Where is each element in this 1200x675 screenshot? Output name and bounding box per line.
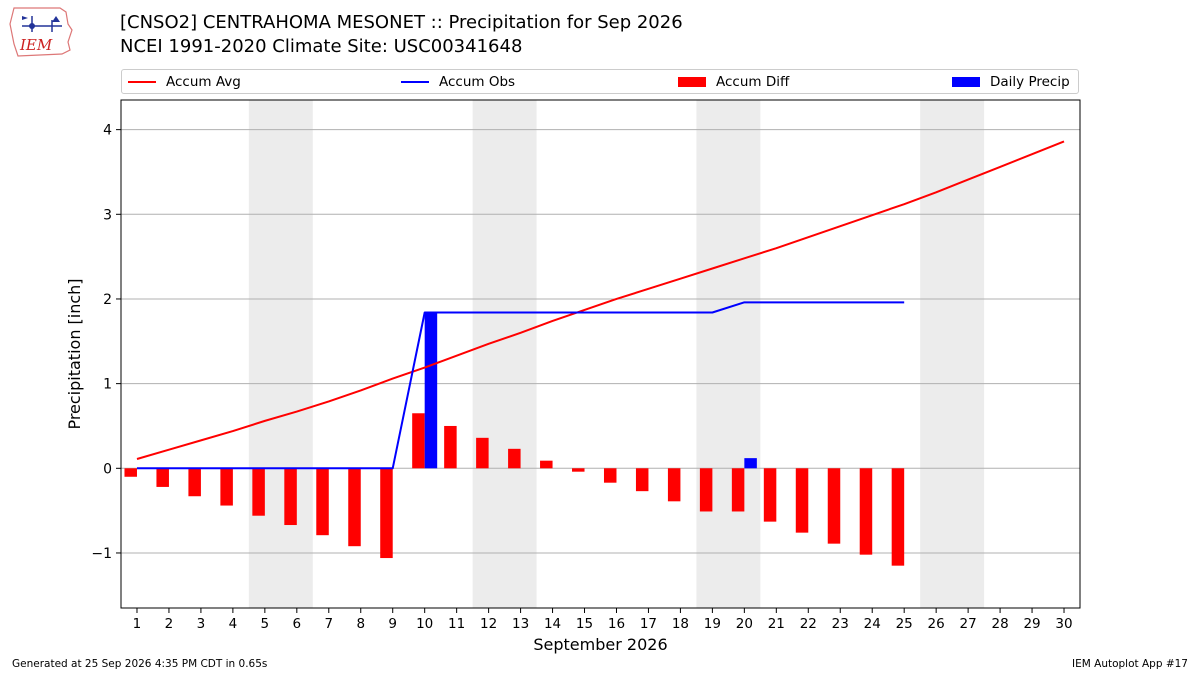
x-tick-label-18: 18 bbox=[672, 616, 689, 632]
x-tick-label-19: 19 bbox=[704, 616, 721, 632]
x-tick-label-24: 24 bbox=[864, 616, 881, 632]
logo-text: IEM bbox=[19, 36, 53, 54]
y-tick-label-3: 2 bbox=[103, 292, 112, 308]
y-tick-label-1: 0 bbox=[103, 461, 112, 477]
legend-item-daily-precip: Daily Precip bbox=[952, 74, 1070, 90]
legend-swatch-accum-diff bbox=[678, 77, 706, 87]
plot-frame bbox=[120, 99, 1081, 609]
x-tick-label-30: 30 bbox=[1055, 616, 1072, 632]
legend-item-accum-obs: Accum Obs bbox=[401, 74, 515, 90]
y-tick-label-2: 1 bbox=[103, 377, 112, 393]
diff-bar-day-11 bbox=[444, 425, 457, 469]
legend-label-accum-avg: Accum Avg bbox=[166, 74, 241, 90]
y-tick-label-0: −1 bbox=[91, 546, 112, 562]
diff-bar-day-17 bbox=[635, 468, 649, 492]
iem-logo-graphic: IEM bbox=[9, 7, 73, 57]
x-tick-label-5: 5 bbox=[261, 616, 270, 632]
x-tick-label-8: 8 bbox=[356, 616, 365, 632]
x-tick-label-20: 20 bbox=[736, 616, 753, 632]
diff-bar-day-12 bbox=[476, 437, 489, 469]
legend-label-accum-diff: Accum Diff bbox=[716, 74, 790, 90]
diff-bar-day-7 bbox=[316, 468, 329, 536]
diff-bar-day-4 bbox=[220, 468, 233, 506]
diff-bar-day-3 bbox=[188, 468, 201, 497]
legend-label-daily-precip: Daily Precip bbox=[990, 74, 1070, 90]
diff-bar-day-2 bbox=[156, 468, 169, 487]
legend: Accum Avg Accum Obs Accum Diff Daily Pre… bbox=[121, 69, 1079, 94]
weekend-shade-0 bbox=[248, 100, 313, 608]
diff-bar-day-5 bbox=[252, 468, 265, 516]
diff-bar-day-23 bbox=[827, 468, 841, 544]
x-tick-label-4: 4 bbox=[229, 616, 238, 632]
x-tick-label-7: 7 bbox=[324, 616, 333, 632]
weekend-shade-3 bbox=[920, 100, 985, 608]
legend-item-accum-avg: Accum Avg bbox=[128, 74, 241, 90]
x-tick-label-11: 11 bbox=[448, 616, 465, 632]
legend-swatch-daily-precip bbox=[952, 77, 980, 87]
y-axis-label: Precipitation [inch] bbox=[65, 278, 84, 429]
footer-app: IEM Autoplot App #17 bbox=[1072, 658, 1188, 670]
accum-obs-line bbox=[136, 301, 905, 470]
diff-bar-day-8 bbox=[348, 468, 361, 547]
y-tick-label-4: 3 bbox=[103, 207, 112, 223]
diff-bar-day-22 bbox=[795, 468, 809, 533]
diff-bar-day-1 bbox=[124, 468, 137, 477]
x-tick-label-29: 29 bbox=[1023, 616, 1040, 632]
diff-bar-day-18 bbox=[667, 468, 681, 502]
daily-precip-bar-day-20 bbox=[744, 458, 757, 469]
x-tick-label-21: 21 bbox=[768, 616, 785, 632]
x-tick-label-28: 28 bbox=[991, 616, 1008, 632]
x-tick-label-13: 13 bbox=[512, 616, 529, 632]
x-tick-label-26: 26 bbox=[928, 616, 945, 632]
diff-bar-day-25 bbox=[891, 468, 905, 566]
x-tick-label-23: 23 bbox=[832, 616, 849, 632]
x-axis-label: September 2026 bbox=[533, 635, 667, 654]
x-tick-label-1: 1 bbox=[133, 616, 142, 632]
x-tick-label-22: 22 bbox=[800, 616, 817, 632]
legend-swatch-accum-avg bbox=[128, 81, 156, 83]
diff-bar-day-14 bbox=[540, 460, 553, 469]
legend-swatch-accum-obs bbox=[401, 81, 429, 83]
x-tick-label-9: 9 bbox=[388, 616, 397, 632]
diff-bar-day-15 bbox=[572, 468, 585, 472]
x-tick-label-3: 3 bbox=[197, 616, 206, 632]
x-tick-label-12: 12 bbox=[480, 616, 497, 632]
x-tick-label-15: 15 bbox=[576, 616, 593, 632]
legend-item-accum-diff: Accum Diff bbox=[678, 74, 789, 90]
x-tick-label-6: 6 bbox=[293, 616, 302, 632]
x-tick-label-14: 14 bbox=[544, 616, 561, 632]
diff-bar-day-13 bbox=[508, 448, 521, 469]
daily-precip-bar-day-10 bbox=[424, 312, 438, 469]
x-tick-label-25: 25 bbox=[896, 616, 913, 632]
legend-label-accum-obs: Accum Obs bbox=[439, 74, 516, 90]
diff-bar-day-20 bbox=[731, 468, 745, 512]
x-tick-label-2: 2 bbox=[165, 616, 174, 632]
x-tick-label-27: 27 bbox=[960, 616, 977, 632]
diff-bar-day-9 bbox=[380, 468, 393, 559]
diff-bar-day-16 bbox=[603, 468, 617, 483]
diff-bar-day-6 bbox=[284, 468, 297, 526]
y-tick-label-5: 4 bbox=[103, 123, 112, 139]
x-tick-label-17: 17 bbox=[640, 616, 657, 632]
x-tick-label-10: 10 bbox=[416, 616, 433, 632]
chart-title: [CNSO2] CENTRAHOMA MESONET :: Precipitat… bbox=[120, 12, 683, 33]
footer-generated: Generated at 25 Sep 2026 4:35 PM CDT in … bbox=[12, 658, 268, 670]
accum-avg-line bbox=[136, 140, 1065, 460]
chart-subtitle: NCEI 1991-2020 Climate Site: USC00341648 bbox=[120, 36, 523, 57]
diff-bar-day-24 bbox=[859, 468, 873, 555]
diff-bar-day-19 bbox=[699, 468, 713, 512]
x-tick-label-16: 16 bbox=[608, 616, 625, 632]
diff-bar-day-21 bbox=[763, 468, 777, 522]
weekend-shade-1 bbox=[472, 100, 537, 608]
diff-bar-day-10 bbox=[412, 413, 425, 469]
iem-logo: IEM bbox=[8, 4, 80, 60]
weekend-shade-2 bbox=[696, 100, 761, 608]
